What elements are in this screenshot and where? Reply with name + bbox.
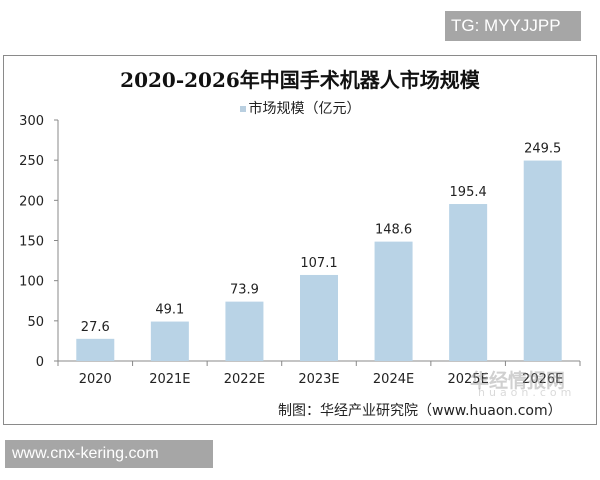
bar-2023E: [300, 274, 338, 361]
y-tick-label: 50: [27, 315, 44, 330]
data-label: 107.1: [300, 256, 337, 271]
url-badge: www.cnx-kering.com: [5, 440, 213, 468]
chart-frame: [3, 55, 597, 425]
y-tick-label: 150: [19, 235, 44, 250]
legend: 市场规模（亿元）: [0, 98, 600, 118]
y-tick-label: 250: [19, 154, 44, 169]
legend-swatch: [239, 106, 246, 112]
bar-2021E: [150, 321, 189, 361]
bar-2020: [76, 338, 115, 361]
bar-2026E: [523, 160, 562, 361]
y-tick-label: 300: [19, 114, 44, 129]
source-note: 制图：华经产业研究院（www.huaon.com）: [278, 403, 562, 419]
bar-2025E: [449, 204, 488, 361]
y-tick-label: 0: [36, 355, 44, 370]
y-tick-label: 100: [19, 275, 44, 290]
data-label: 73.9: [230, 283, 259, 298]
x-tick-label: 2021E: [149, 372, 190, 387]
x-tick-label: 2020: [79, 372, 112, 387]
x-tick-label: 2026E: [522, 372, 563, 387]
y-tick-label: 200: [19, 194, 44, 209]
data-label: 249.5: [524, 142, 561, 157]
watermark-logo-en: huaon.com: [478, 386, 576, 399]
chart-title: 2020-2026年中国手术机器人市场规模: [120, 68, 480, 92]
data-label: 27.6: [81, 320, 110, 335]
data-label: 195.4: [450, 185, 487, 200]
bar-2024E: [374, 241, 413, 361]
x-tick-label: 2023E: [298, 372, 339, 387]
bar-2022E: [225, 301, 264, 361]
data-label: 148.6: [375, 223, 412, 238]
legend-label: 市场规模（亿元）: [248, 101, 361, 117]
tg-badge: TG: MYYJJPP: [445, 11, 581, 41]
x-tick-label: 2022E: [224, 372, 265, 387]
data-label: 49.1: [155, 303, 184, 318]
watermark-logo: 华经情报网: [470, 370, 566, 392]
x-tick-label: 2025E: [447, 372, 488, 387]
x-tick-label: 2024E: [373, 372, 414, 387]
